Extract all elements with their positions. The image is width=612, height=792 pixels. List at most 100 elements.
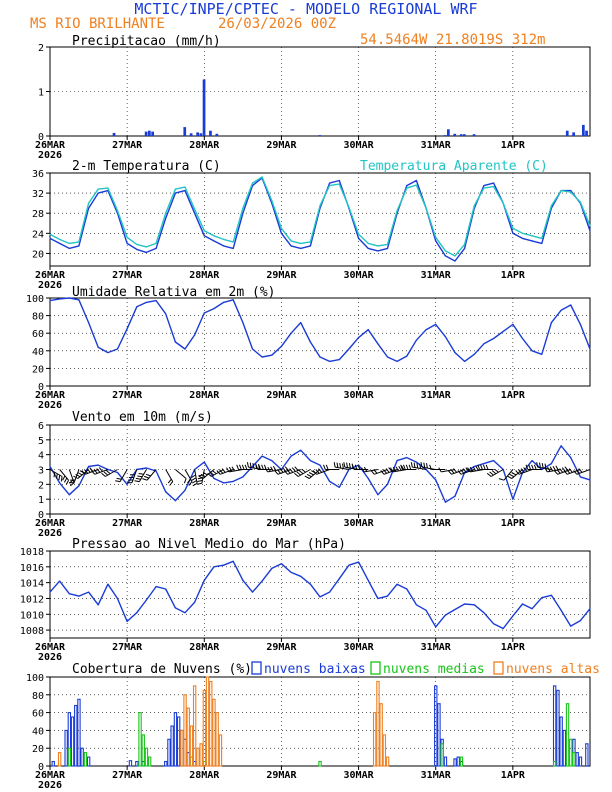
wind-barb-feather xyxy=(279,468,284,473)
pressao-point xyxy=(415,604,417,606)
vento-point xyxy=(454,495,456,497)
nuvens-year-label: 2026 xyxy=(38,780,62,791)
wind-barb-feather xyxy=(312,470,317,475)
nuvens-xlabel: 31MAR xyxy=(421,770,452,781)
wind-barb xyxy=(477,464,494,470)
temp-point xyxy=(483,187,485,189)
vento-point xyxy=(531,460,533,462)
vento-xlabel: 26MAR xyxy=(35,518,66,529)
umid-point xyxy=(406,355,408,357)
wind-barb-feather xyxy=(389,467,394,473)
wind-barb-feather xyxy=(410,462,413,468)
vento-point xyxy=(329,480,331,482)
nuvens-bar-2 xyxy=(186,707,190,767)
wind-barb-feather xyxy=(553,470,558,475)
vento-ylabel: 0 xyxy=(38,510,44,521)
wind-barb-feather xyxy=(528,464,532,470)
wind-barb-feather xyxy=(318,468,323,473)
temp-point xyxy=(570,190,572,192)
nuvens-bar-1 xyxy=(565,703,570,767)
wind-barb-feather xyxy=(258,464,262,470)
wind-barb-feather xyxy=(298,470,304,475)
wind-barb-feather xyxy=(291,467,296,472)
temp-point xyxy=(213,235,215,237)
temp-point xyxy=(579,201,582,203)
wind-barb-feather xyxy=(142,478,148,481)
umid-point xyxy=(560,309,562,311)
vento-point xyxy=(271,460,273,462)
wind-barb xyxy=(515,467,533,475)
temp-point xyxy=(290,245,292,247)
umid-point xyxy=(589,348,591,350)
pressao-point xyxy=(319,596,321,598)
wind-barb-feather xyxy=(115,480,121,483)
temp-point xyxy=(242,212,244,214)
temp-point xyxy=(589,225,591,227)
temp-point xyxy=(126,242,128,244)
pressao-point xyxy=(116,597,119,600)
wind-barb-feather xyxy=(575,469,580,474)
wind-barb-feather xyxy=(544,467,548,473)
temp-point xyxy=(59,238,61,240)
header-coords: 54.5464W 21.8019S 312m xyxy=(360,32,545,48)
temp-ylabel: 32 xyxy=(32,189,44,200)
wind-barb-feather xyxy=(385,468,390,473)
umid-point xyxy=(290,332,292,334)
temp-point xyxy=(194,208,196,210)
wind-barb xyxy=(447,468,465,475)
nuvens-ylabel: 0 xyxy=(38,762,44,773)
wind-barb xyxy=(191,469,198,487)
pressao-point xyxy=(271,567,273,570)
wind-barb-feather xyxy=(296,471,302,476)
wind-barb-feather xyxy=(283,470,288,475)
temp-ylabel: 36 xyxy=(32,169,44,180)
precip-bar xyxy=(148,130,151,136)
nuvens-frame xyxy=(49,676,591,767)
wind-barb-feather xyxy=(209,471,215,476)
temp-xlabel: 28MAR xyxy=(189,270,220,281)
temp-point xyxy=(464,243,466,245)
temp-point xyxy=(251,182,254,184)
wind-barb-feather xyxy=(196,482,202,485)
vento-point xyxy=(251,465,254,468)
precip-bar xyxy=(582,124,585,136)
wind-barb xyxy=(536,462,552,470)
wind-barb-feather xyxy=(357,464,361,470)
wind-barb xyxy=(175,469,187,484)
nuvens-ylabel: 20 xyxy=(32,744,44,755)
pressao-xlabel: 1APR xyxy=(501,642,526,653)
temp-point xyxy=(174,188,176,190)
nuvens-bar-2 xyxy=(379,703,383,767)
wind-barb-feather xyxy=(475,465,479,471)
wind-barb-feather xyxy=(267,466,271,472)
nuvens-bar-0 xyxy=(51,760,55,767)
pressao-ylabel: 1014 xyxy=(20,579,44,590)
umid-point xyxy=(348,348,350,350)
vento-point xyxy=(435,479,437,481)
vento-point xyxy=(126,483,128,485)
wind-barb-feather xyxy=(509,473,515,478)
wind-barb xyxy=(59,469,70,485)
temp-point xyxy=(435,240,437,242)
wind-barb-feather xyxy=(351,464,355,470)
wind-barb-feather xyxy=(116,477,122,480)
wind-barb-feather xyxy=(255,464,259,470)
precip-bar xyxy=(202,79,206,136)
temp-point xyxy=(377,250,379,252)
vento-xlabel: 30MAR xyxy=(344,518,375,529)
nuvens-bar-2 xyxy=(376,680,380,767)
wind-barb xyxy=(563,468,581,475)
pressao-point xyxy=(541,597,543,599)
pressao-point xyxy=(579,620,582,622)
wind-barb-feather xyxy=(101,472,106,477)
wind-barb-feather xyxy=(308,472,314,476)
umid-point xyxy=(579,323,582,325)
umid-ylabel: 40 xyxy=(32,347,44,358)
wind-barb-feather xyxy=(207,472,212,477)
umid-point xyxy=(415,339,417,341)
wind-barb-feather xyxy=(518,469,522,474)
wind-barb-feather xyxy=(539,462,541,468)
temp-point xyxy=(232,241,234,243)
umid-ylabel: 0 xyxy=(38,382,44,393)
vento-xlabel: 29MAR xyxy=(266,518,297,529)
